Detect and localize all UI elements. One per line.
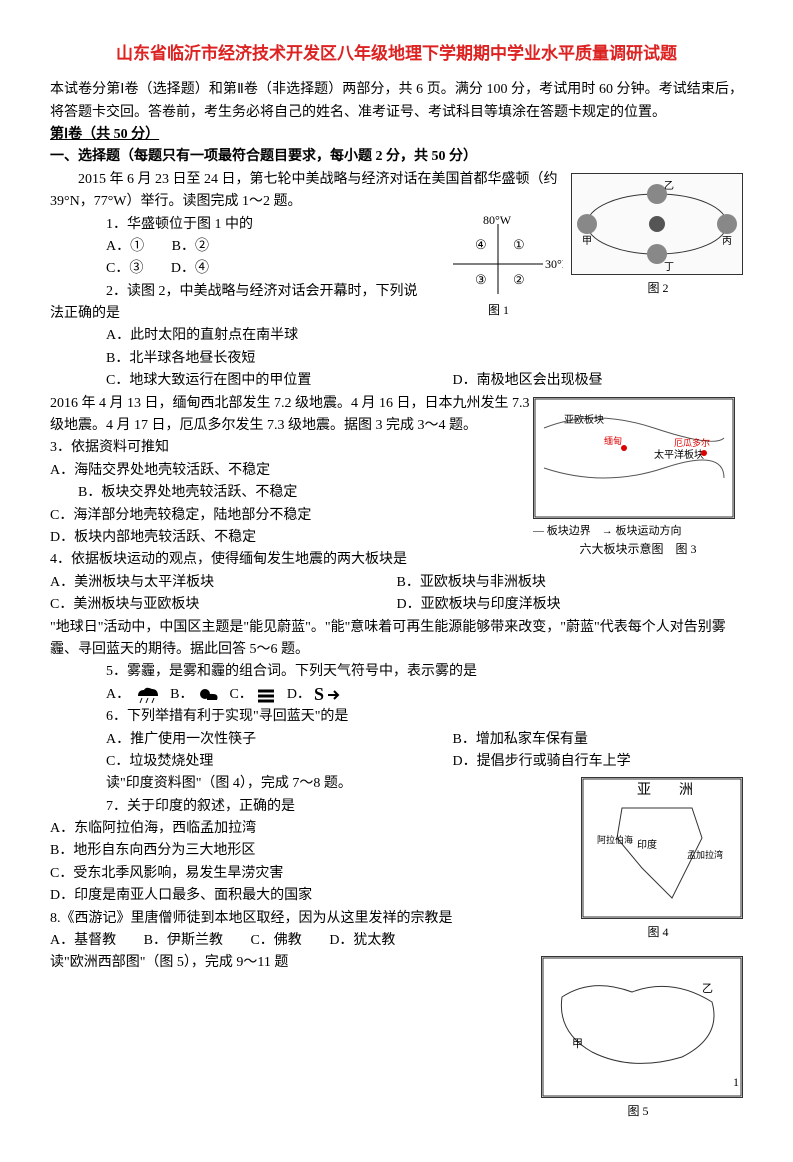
svg-text:缅甸: 缅甸 [604, 435, 622, 446]
q4-opt-a: A．美洲板块与太平洋板块 [50, 572, 397, 594]
svg-text:丁: 丁 [664, 262, 674, 273]
q1-text: 1．华盛顿位于图 1 中的 [50, 214, 423, 236]
figure-3-wrap: 亚欧板块 太平洋板块 缅甸 厄瓜多尔 — 板块边界 → 板块运动方向 六大板块示… [533, 393, 743, 560]
figure-5-label: 图 5 [533, 1102, 743, 1121]
india-map-icon: 亚 洲 阿拉伯海 孟加拉湾 印度 [582, 778, 742, 918]
q2-opt-c: C．地球大致运行在图中的甲位置 [50, 370, 397, 392]
q1-opt-b: B．② [172, 239, 209, 254]
q6-opt-b: B．增加私家车保有量 [397, 729, 744, 751]
q1-opt-a: A．① [106, 239, 144, 254]
q2-opt-d: D．南极地区会出现极昼 [397, 370, 744, 392]
svg-text:亚 洲: 亚 洲 [637, 783, 693, 798]
q8-opt-b: B．伊斯兰教 [144, 933, 223, 948]
exam-title: 山东省临沂市经济技术开发区八年级地理下学期期中学业水平质量调研试题 [50, 40, 743, 67]
q1-q2-block: 丙 甲 乙 丁 图 2 2015 年 6 月 23 日至 24 日，第七轮中美战… [50, 169, 743, 393]
svg-text:乙: 乙 [702, 982, 713, 995]
figure-2-label: 图 2 [573, 279, 743, 298]
sun-cloud-icon [197, 686, 219, 704]
svg-text:印度: 印度 [637, 838, 657, 851]
svg-text:③: ③ [475, 272, 487, 287]
svg-text:亚欧板块: 亚欧板块 [564, 413, 604, 426]
q1-opt-c: C．③ [106, 261, 143, 276]
q2-opt-a: A．此时太阳的直射点在南半球 [50, 325, 423, 347]
page-number: 1 [733, 1073, 739, 1092]
sand-wind-icon: S [314, 686, 340, 704]
part1-header: 第Ⅰ卷（共 50 分） [50, 124, 743, 146]
svg-text:甲: 甲 [582, 236, 592, 247]
q4-opt-c: C．美洲板块与亚欧板块 [50, 594, 397, 616]
q6-opt-a: A．推广使用一次性筷子 [50, 729, 397, 751]
svg-text:④: ④ [475, 237, 487, 252]
fog-icon [256, 687, 276, 703]
q8-opt-d: D．犹太教 [329, 933, 395, 948]
q1-opt-d: D．④ [171, 261, 209, 276]
q5-q6-block: "地球日"活动中，中国区主题是"能见蔚蓝"。"能"意味着可再生能源能够带来改变，… [50, 617, 743, 774]
q5-opt-d: D． [287, 687, 311, 702]
q1-options: A．① B．② [50, 236, 423, 258]
q7-q8-block: 亚 洲 阿拉伯海 孟加拉湾 印度 图 4 读"印度资料图"（图 4），完成 7～… [50, 773, 743, 952]
fig1-lat: 30°N [545, 257, 563, 271]
figure-4-wrap: 亚 洲 阿拉伯海 孟加拉湾 印度 图 4 [573, 773, 743, 942]
q3-q4-block: 亚欧板块 太平洋板块 缅甸 厄瓜多尔 — 板块边界 → 板块运动方向 六大板块示… [50, 393, 743, 617]
earth-orbit-icon: 丙 甲 乙 丁 [572, 174, 742, 274]
cloud-rain-icon [134, 686, 160, 704]
svg-text:甲: 甲 [572, 1038, 583, 1050]
svg-text:太平洋板块: 太平洋板块 [654, 448, 704, 461]
q6-opt-d: D．提倡步行或骑自行车上学 [397, 751, 744, 773]
figure-1: 80°W 30°N ① ② ③ ④ 图 1 [433, 214, 563, 304]
intro-paragraph: 本试卷分第Ⅰ卷（选择题）和第Ⅱ卷（非选择题）两部分，共 6 页。满分 100 分… [50, 79, 743, 124]
fig1-lon: 80°W [483, 214, 512, 227]
q1-options-2: C．③ D．④ [50, 258, 423, 280]
q8-opt-c: C．佛教 [250, 933, 301, 948]
q5-opt-b: B． [170, 687, 193, 702]
q5-opt-c: C． [229, 687, 252, 702]
europe-map-icon: 乙 甲 [542, 957, 742, 1097]
svg-text:乙: 乙 [664, 180, 674, 192]
svg-text:②: ② [513, 272, 525, 287]
svg-text:厄瓜多尔: 厄瓜多尔 [674, 437, 710, 448]
svg-text:S: S [314, 686, 324, 704]
q9-block: 乙 甲 图 5 读"欧洲西部图"（图 5），完成 9～11 题 [50, 952, 743, 1121]
q5-text: 5．雾霾，是雾和霾的组合词。下列天气符号中，表示雾的是 [50, 661, 743, 683]
svg-text:丙: 丙 [722, 236, 732, 247]
q5-options: A． B． C． D． S [50, 684, 743, 706]
figure-4-label: 图 4 [573, 923, 743, 942]
q5-stem: "地球日"活动中，中国区主题是"能见蔚蓝"。"能"意味着可再生能源能够带来改变，… [50, 617, 743, 662]
q6-opt-c: C．垃圾焚烧处理 [50, 751, 397, 773]
q6-text: 6．下列举措有利于实现"寻回蓝天"的是 [50, 706, 743, 728]
plate-map-icon: 亚欧板块 太平洋板块 缅甸 厄瓜多尔 [534, 398, 734, 518]
q2-text: 2．读图 2，中美战略与经济对话会开幕时，下列说法正确的是 [50, 281, 423, 326]
figure-2: 丙 甲 乙 丁 [571, 173, 743, 275]
svg-text:阿拉伯海: 阿拉伯海 [597, 834, 633, 845]
q4-opt-b: B．亚欧板块与非洲板块 [397, 572, 744, 594]
figure-5-wrap: 乙 甲 图 5 [533, 952, 743, 1121]
q8-opt-a: A．基督教 [50, 933, 116, 948]
q5-opt-a: A． [106, 687, 130, 702]
q2-opt-b: B．北半球各地昼长夜短 [50, 348, 423, 370]
fig1-label: 图 1 [488, 303, 509, 317]
section1-header: 一、选择题（每题只有一项最符合题目要求，每小题 2 分，共 50 分） [50, 146, 743, 168]
q4-opt-d: D．亚欧板块与印度洋板块 [397, 594, 744, 616]
svg-text:孟加拉湾: 孟加拉湾 [687, 849, 723, 860]
svg-text:①: ① [513, 237, 525, 252]
